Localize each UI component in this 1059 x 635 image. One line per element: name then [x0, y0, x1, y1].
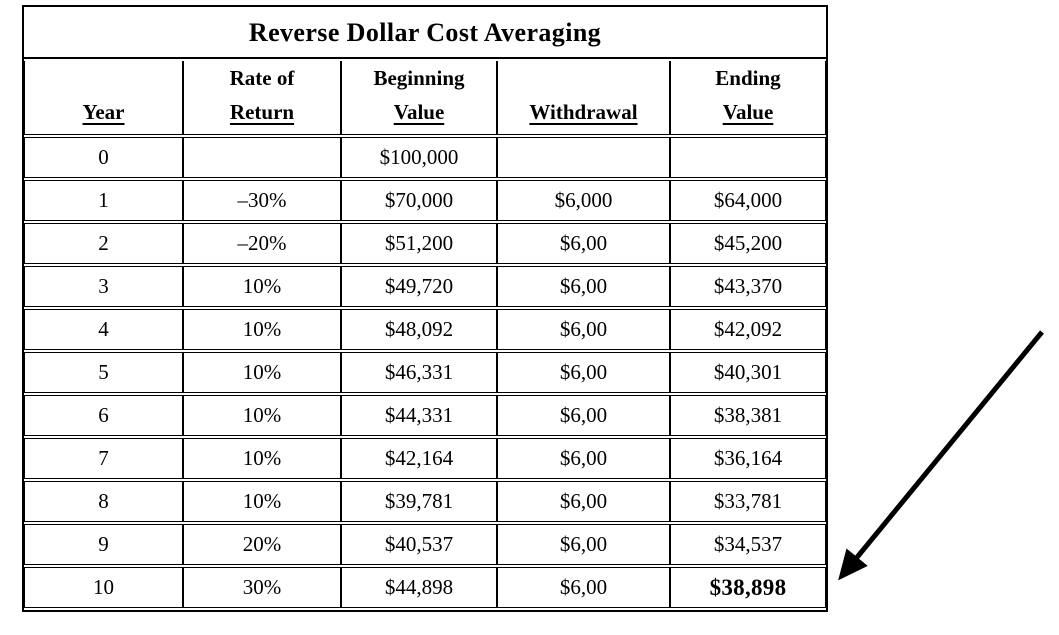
- cell-rate-of-return: 20%: [183, 524, 341, 565]
- cell-withdrawal: $6,00: [497, 481, 670, 522]
- cell-withdrawal: $6,00: [497, 309, 670, 350]
- cell-rate-of-return: [183, 137, 341, 178]
- header-line2: Return: [229, 100, 295, 124]
- cell-year: 6: [24, 395, 183, 436]
- cell-ending-value: [670, 137, 826, 178]
- cell-year: 4: [24, 309, 183, 350]
- header-line2: Value: [393, 100, 445, 124]
- column-header-beginning-value: Beginning Value: [341, 61, 497, 135]
- table-row: 8 10% $39,781 $6,00 $33,781: [24, 481, 826, 522]
- cell-ending-value: $34,537: [670, 524, 826, 565]
- cell-ending-value: $45,200: [670, 223, 826, 264]
- cell-withdrawal: $6,00: [497, 223, 670, 264]
- cell-beginning-value: $44,898: [341, 567, 497, 608]
- column-header-withdrawal: Withdrawal: [497, 61, 670, 135]
- cell-beginning-value: $100,000: [341, 137, 497, 178]
- header-line2: Withdrawal: [529, 100, 638, 124]
- table-row: 5 10% $46,331 $6,00 $40,301: [24, 352, 826, 393]
- cell-withdrawal: $6,00: [497, 567, 670, 608]
- cell-ending-value: $36,164: [670, 438, 826, 479]
- table-row: 6 10% $44,331 $6,00 $38,381: [24, 395, 826, 436]
- header-line1: Beginning: [373, 66, 465, 90]
- cell-rate-of-return: 10%: [183, 309, 341, 350]
- cell-ending-value: $38,898: [670, 567, 826, 608]
- cell-rate-of-return: –30%: [183, 180, 341, 221]
- cell-withdrawal: $6,00: [497, 266, 670, 307]
- cell-withdrawal: $6,00: [497, 395, 670, 436]
- cell-ending-value: $40,301: [670, 352, 826, 393]
- cell-ending-value: $64,000: [670, 180, 826, 221]
- table-title: Reverse Dollar Cost Averaging: [24, 7, 826, 59]
- table-row: 10 30% $44,898 $6,00 $38,898: [24, 567, 826, 608]
- cell-ending-value: $42,092: [670, 309, 826, 350]
- cell-beginning-value: $40,537: [341, 524, 497, 565]
- cell-year: 10: [24, 567, 183, 608]
- table-row: 4 10% $48,092 $6,00 $42,092: [24, 309, 826, 350]
- cell-rate-of-return: 10%: [183, 352, 341, 393]
- cell-withdrawal: [497, 137, 670, 178]
- cell-ending-value: $33,781: [670, 481, 826, 522]
- cell-withdrawal: $6,00: [497, 438, 670, 479]
- cell-year: 1: [24, 180, 183, 221]
- cell-withdrawal: $6,000: [497, 180, 670, 221]
- cell-beginning-value: $46,331: [341, 352, 497, 393]
- cell-withdrawal: $6,00: [497, 352, 670, 393]
- header-row: Year Rate of Return Beginning Value Withdrawa…: [24, 61, 826, 135]
- cell-ending-value: $43,370: [670, 266, 826, 307]
- cell-beginning-value: $49,720: [341, 266, 497, 307]
- cell-beginning-value: $51,200: [341, 223, 497, 264]
- cell-year: 0: [24, 137, 183, 178]
- header-line2: Value: [722, 100, 774, 124]
- table-row: 2 –20% $51,200 $6,00 $45,200: [24, 223, 826, 264]
- cell-ending-value: $38,381: [670, 395, 826, 436]
- cell-year: 8: [24, 481, 183, 522]
- cell-year: 9: [24, 524, 183, 565]
- cell-rate-of-return: 10%: [183, 395, 341, 436]
- cell-beginning-value: $70,000: [341, 180, 497, 221]
- cell-rate-of-return: 30%: [183, 567, 341, 608]
- cell-year: 7: [24, 438, 183, 479]
- cell-year: 2: [24, 223, 183, 264]
- table-row: 3 10% $49,720 $6,00 $43,370: [24, 266, 826, 307]
- table-row: 9 20% $40,537 $6,00 $34,537: [24, 524, 826, 565]
- cell-withdrawal: $6,00: [497, 524, 670, 565]
- table-row: 0 $100,000: [24, 137, 826, 178]
- header-line1: Rate of: [229, 66, 295, 90]
- cell-rate-of-return: 10%: [183, 481, 341, 522]
- column-header-year: Year: [24, 61, 183, 135]
- table-row: 1 –30% $70,000 $6,000 $64,000: [24, 180, 826, 221]
- table-row: 7 10% $42,164 $6,00 $36,164: [24, 438, 826, 479]
- cell-beginning-value: $48,092: [341, 309, 497, 350]
- cell-year: 3: [24, 266, 183, 307]
- column-header-rate-of-return: Rate of Return: [183, 61, 341, 135]
- cell-beginning-value: $42,164: [341, 438, 497, 479]
- rdca-table: Reverse Dollar Cost Averaging Year Rate o…: [22, 5, 828, 612]
- cell-rate-of-return: –20%: [183, 223, 341, 264]
- cell-beginning-value: $44,331: [341, 395, 497, 436]
- data-table: Year Rate of Return Beginning Value Withdrawa…: [24, 59, 826, 610]
- annotation-arrow-icon: [838, 330, 1044, 581]
- header-line1: Ending: [715, 66, 781, 90]
- header-line2: Year: [82, 100, 125, 124]
- cell-beginning-value: $39,781: [341, 481, 497, 522]
- cell-year: 5: [24, 352, 183, 393]
- column-header-ending-value: Ending Value: [670, 61, 826, 135]
- cell-rate-of-return: 10%: [183, 266, 341, 307]
- cell-rate-of-return: 10%: [183, 438, 341, 479]
